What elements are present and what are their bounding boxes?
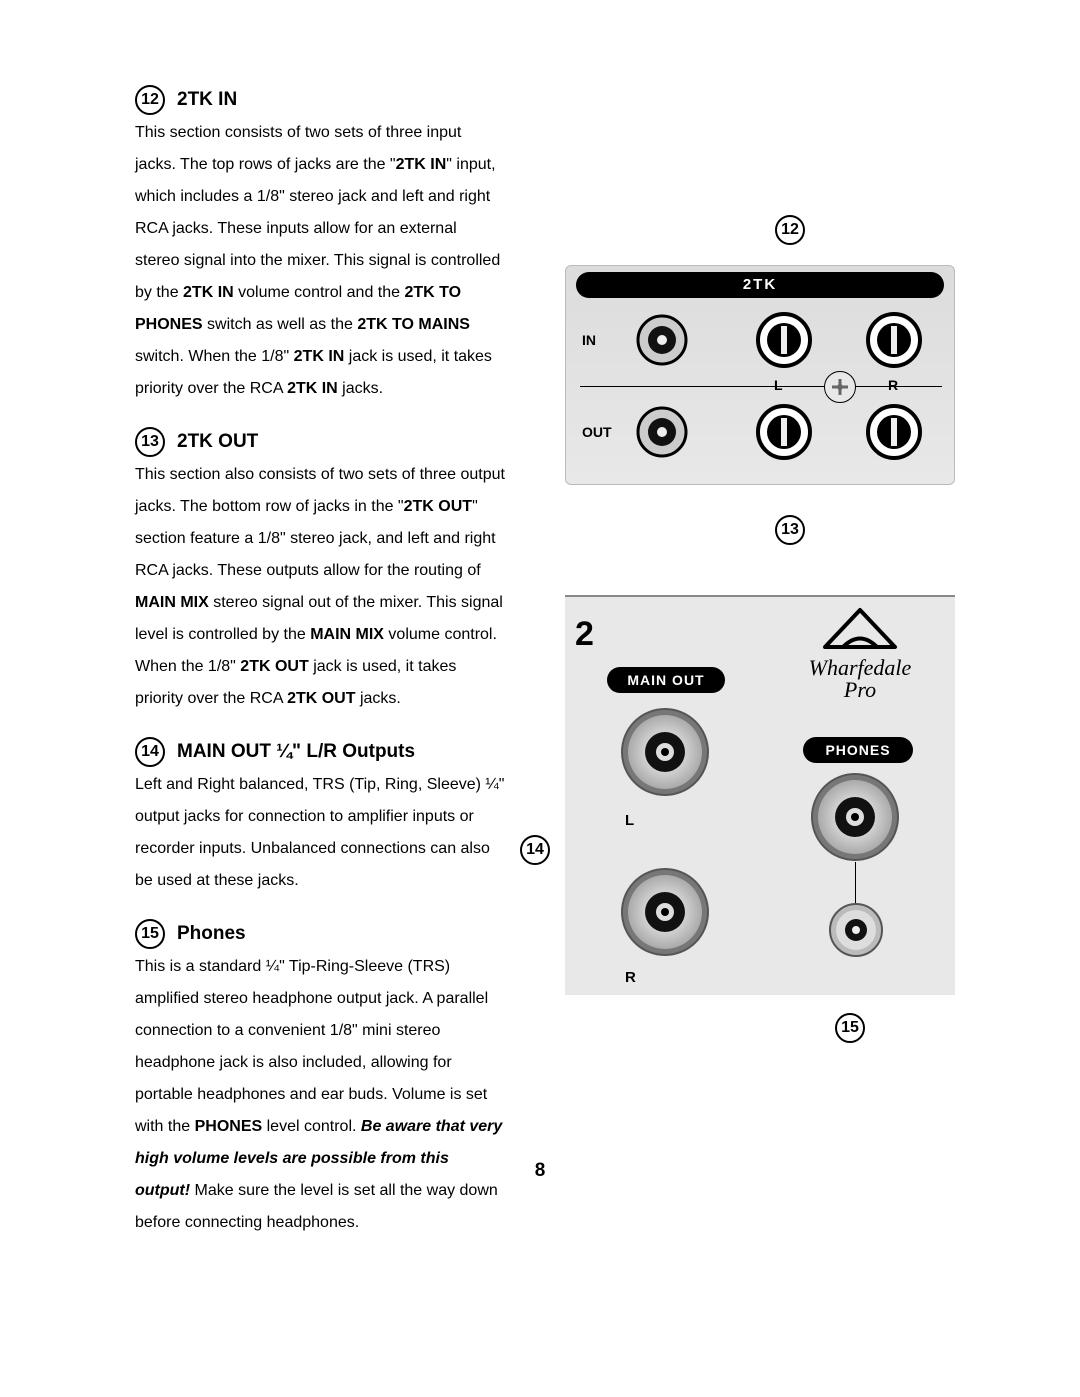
jack-2tk-out-rca-l (756, 404, 812, 460)
label-in: IN (582, 332, 596, 348)
panel-2tk-header: 2TK (576, 272, 944, 298)
manual-page: 12 2TK IN This section consists of two s… (0, 0, 1080, 1397)
label-phones: PHONES (803, 737, 913, 763)
callout-badge-13: 13 (775, 515, 805, 545)
section-13: 13 2TK OUT This section also consists of… (135, 427, 505, 715)
panel-main-out-phones: 2 MAIN OUT Wharfedale Pro PHONES (565, 595, 955, 995)
panel-2tk: 2TK IN OUT L R (565, 265, 955, 485)
brand-logo-text: Wharfedale Pro (775, 605, 945, 703)
brand-line2: Pro (775, 677, 945, 703)
section-body: Left and Right balanced, TRS (Tip, Ring,… (135, 769, 505, 897)
section-title: 2TK IN (177, 85, 237, 115)
jack-phones-mini (828, 902, 884, 958)
page-number: 8 (0, 1160, 1080, 1182)
section-number-badge: 12 (135, 85, 165, 115)
section-title: Phones (177, 919, 246, 949)
callout-badge-14: 14 (520, 835, 550, 865)
jack-2tk-in-mini (636, 314, 688, 366)
section-title: 2TK OUT (177, 427, 258, 457)
section-number-badge: 14 (135, 737, 165, 767)
section-body: This section also consists of two sets o… (135, 459, 505, 715)
channel-number: 2 (575, 615, 594, 654)
section-number-badge: 13 (135, 427, 165, 457)
section-number-badge: 15 (135, 919, 165, 949)
label-main-l: L (625, 812, 634, 829)
jack-phones-quarter (810, 772, 900, 862)
label-main-r: R (625, 969, 636, 986)
jack-2tk-out-mini (636, 406, 688, 458)
diagram-column: 12 2TK IN OUT L (545, 85, 965, 1261)
section-body: This is a standard ¼" Tip-Ring-Sleeve (T… (135, 951, 505, 1239)
section-12: 12 2TK IN This section consists of two s… (135, 85, 505, 405)
label-l: L (774, 377, 783, 393)
jack-2tk-in-rca-l (756, 312, 812, 368)
callout-badge-12: 12 (775, 215, 805, 245)
two-column-layout: 12 2TK IN This section consists of two s… (135, 85, 1020, 1261)
label-r: R (888, 377, 898, 393)
section-14: 14 MAIN OUT ¼" L/R Outputs Left and Righ… (135, 737, 505, 897)
jack-2tk-in-rca-r (866, 312, 922, 368)
text-column: 12 2TK IN This section consists of two s… (135, 85, 505, 1261)
jack-main-out-l (620, 707, 710, 797)
section-body: This section consists of two sets of thr… (135, 117, 505, 405)
callout-badge-15: 15 (835, 1013, 865, 1043)
label-out: OUT (582, 424, 612, 440)
lr-center-icon (824, 371, 856, 403)
jack-2tk-out-rca-r (866, 404, 922, 460)
phones-link-line (855, 862, 856, 904)
section-title: MAIN OUT ¼" L/R Outputs (177, 737, 415, 767)
label-main-out: MAIN OUT (607, 667, 725, 693)
section-15: 15 Phones This is a standard ¼" Tip-Ring… (135, 919, 505, 1239)
jack-main-out-r (620, 867, 710, 957)
